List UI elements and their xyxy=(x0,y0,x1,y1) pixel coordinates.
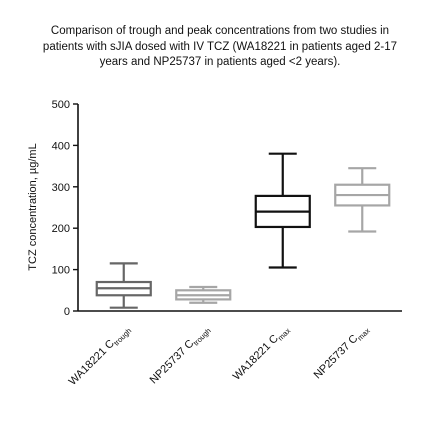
y-axis-label: TCZ concentration, µg/mL xyxy=(27,143,39,270)
chart-title: Comparison of trough and peak concentrat… xyxy=(42,25,398,68)
y-tick-label: 300 xyxy=(52,182,70,194)
box-3 xyxy=(254,152,311,269)
y-tick-label: 400 xyxy=(52,140,70,152)
x-tick-label: NP25737 Cmax xyxy=(312,322,372,382)
box-4 xyxy=(334,167,391,233)
box-2 xyxy=(175,285,232,304)
x-tick-label-base: NP25737 C xyxy=(312,333,361,382)
axes: 0 100 200 300 400 500 xyxy=(52,99,402,318)
x-tick-label: WA18221 Ctrough xyxy=(67,323,134,390)
x-tick-label: WA18221 Cmax xyxy=(231,322,293,384)
x-tick-label-base: NP25737 C xyxy=(148,338,197,387)
x-tick-label-base: WA18221 C xyxy=(67,338,117,388)
x-tick-label: NP25737 Ctrough xyxy=(148,323,213,388)
x-tick-label-subscript: trough xyxy=(112,326,133,347)
boxes xyxy=(95,152,391,309)
box-1 xyxy=(95,262,152,309)
y-tick-label: 200 xyxy=(52,223,70,235)
x-tick-label-subscript: trough xyxy=(191,326,212,347)
x-tick-label-base: WA18221 C xyxy=(231,333,281,383)
y-tick-label: 0 xyxy=(64,306,70,318)
y-tick-label: 100 xyxy=(52,265,70,277)
y-tick-label: 500 xyxy=(52,99,70,111)
